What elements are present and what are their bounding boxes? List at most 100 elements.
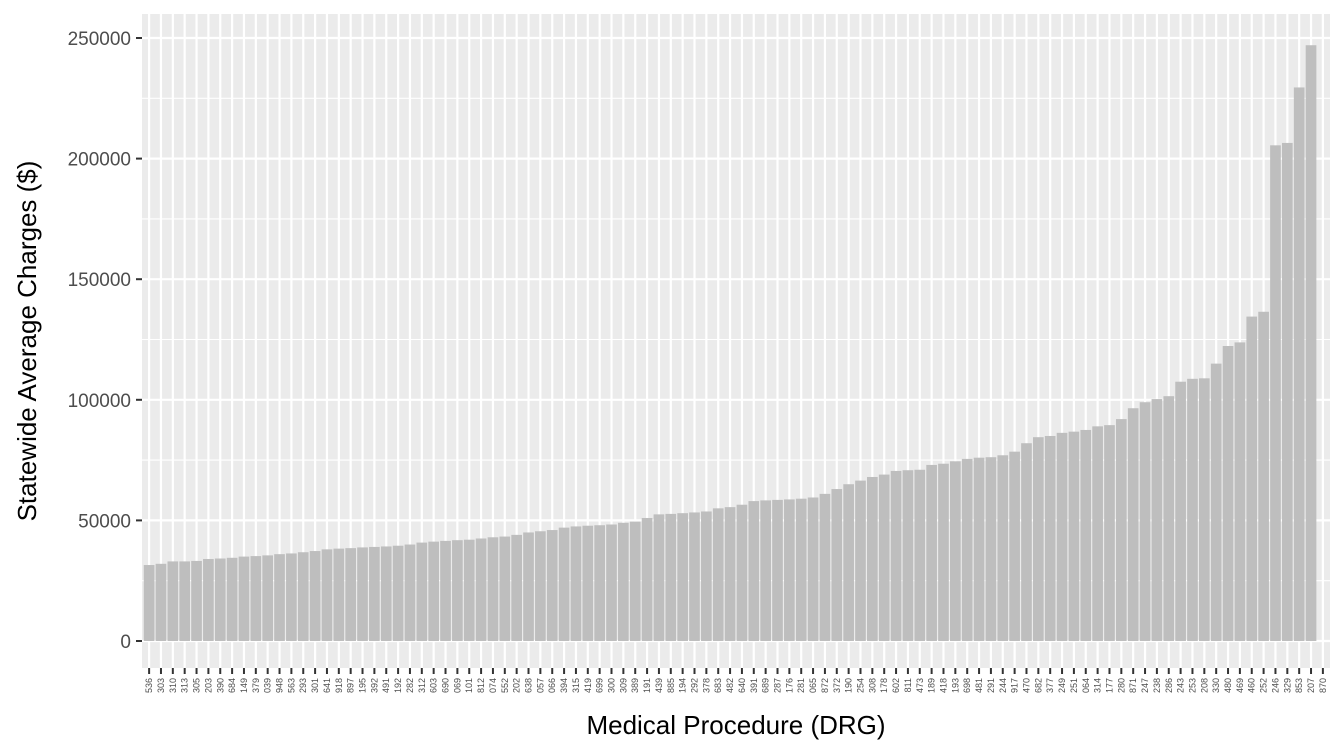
x-tick-label: 389 bbox=[630, 678, 640, 693]
bar-313 bbox=[179, 561, 191, 641]
x-tick-label: 885 bbox=[666, 678, 676, 693]
bar-698 bbox=[961, 458, 973, 641]
y-tick-label: 0 bbox=[120, 632, 131, 653]
bar-066 bbox=[546, 530, 558, 641]
bar-684 bbox=[226, 557, 238, 641]
bar-491 bbox=[380, 546, 392, 641]
x-tick-label: 291 bbox=[986, 678, 996, 693]
x-tick-label: 699 bbox=[595, 678, 605, 693]
bar-812 bbox=[475, 538, 487, 641]
x-tick-label: 469 bbox=[1235, 678, 1245, 693]
bar-439 bbox=[653, 514, 665, 641]
y-tick-label: 50000 bbox=[78, 511, 131, 532]
x-tick-label: 178 bbox=[879, 678, 889, 693]
x-tick-label: 871 bbox=[1128, 678, 1138, 693]
x-tick-label: 698 bbox=[962, 678, 972, 693]
x-tick-label: 281 bbox=[796, 678, 806, 693]
bar-917 bbox=[1009, 451, 1020, 641]
bar-287 bbox=[772, 499, 783, 641]
bar-292 bbox=[689, 512, 700, 641]
bar-194 bbox=[677, 513, 688, 641]
x-tick-label: 243 bbox=[1176, 678, 1186, 693]
x-tick-label: 897 bbox=[346, 678, 356, 693]
y-axis: 0 50000 100000 150000 200000 250000 bbox=[68, 29, 142, 653]
x-tick-label: 536 bbox=[144, 678, 154, 693]
y-tick-label: 250000 bbox=[68, 29, 131, 50]
bar-189 bbox=[926, 464, 937, 641]
x-tick-label: 303 bbox=[156, 678, 166, 693]
x-tick-label: 811 bbox=[903, 678, 913, 692]
x-tick-label: 057 bbox=[535, 678, 545, 693]
x-tick-label: 305 bbox=[192, 678, 202, 693]
x-tick-label: 308 bbox=[867, 678, 877, 693]
bar-419 bbox=[582, 525, 594, 641]
x-tick-label: 377 bbox=[1045, 678, 1055, 693]
bar-308 bbox=[867, 476, 878, 641]
bar-473 bbox=[914, 469, 926, 641]
x-tick-label: 252 bbox=[1259, 678, 1269, 693]
x-tick-label: 195 bbox=[358, 678, 368, 693]
bar-305 bbox=[191, 560, 202, 641]
x-tick-label: 247 bbox=[1140, 678, 1150, 693]
bar-418 bbox=[938, 463, 949, 641]
x-tick-label: 379 bbox=[251, 678, 261, 693]
bar-394 bbox=[558, 527, 570, 641]
x-tick-label: 202 bbox=[512, 678, 522, 693]
x-tick-label: 149 bbox=[239, 678, 249, 693]
bar-176 bbox=[784, 499, 795, 641]
x-tick-label: 812 bbox=[476, 678, 486, 693]
y-axis-title: Statewide Average Charges ($) bbox=[12, 161, 42, 522]
bar-191 bbox=[641, 517, 653, 641]
bar-291 bbox=[985, 457, 997, 641]
x-tick-label: 251 bbox=[1069, 678, 1079, 693]
x-tick-label: 917 bbox=[1010, 678, 1020, 693]
bar-253 bbox=[1187, 378, 1198, 641]
x-tick-label: 690 bbox=[441, 678, 451, 693]
bar-254 bbox=[855, 480, 866, 641]
bar-251 bbox=[1068, 431, 1080, 641]
bar-552 bbox=[499, 536, 511, 641]
bar-470 bbox=[1021, 443, 1032, 641]
x-tick-label: 603 bbox=[429, 678, 439, 693]
bar-315 bbox=[570, 526, 582, 641]
bar-480 bbox=[1222, 346, 1234, 641]
x-tick-label: 470 bbox=[1021, 678, 1031, 693]
x-tick-label: 330 bbox=[1211, 678, 1221, 693]
bar-303 bbox=[155, 563, 167, 641]
x-tick-label: 301 bbox=[310, 678, 320, 693]
x-tick-label: 419 bbox=[583, 678, 593, 693]
bar-309 bbox=[618, 522, 629, 641]
bar-149 bbox=[238, 556, 250, 641]
x-tick-label: 280 bbox=[1116, 678, 1126, 693]
x-tick-label: 249 bbox=[1057, 678, 1067, 693]
bar-207 bbox=[1305, 45, 1317, 641]
x-tick-label: 286 bbox=[1164, 678, 1174, 693]
x-tick-label: 682 bbox=[1033, 678, 1043, 693]
bar-280 bbox=[1115, 419, 1127, 641]
bar-192 bbox=[392, 545, 404, 641]
x-tick-label: 293 bbox=[298, 678, 308, 693]
x-tick-label: 254 bbox=[855, 678, 865, 693]
bars bbox=[143, 45, 1317, 642]
bar-243 bbox=[1175, 381, 1186, 641]
x-tick-label: 309 bbox=[618, 678, 628, 693]
bar-918 bbox=[333, 548, 345, 641]
bar-389 bbox=[629, 521, 641, 641]
x-tick-label: 208 bbox=[1199, 678, 1209, 693]
x-tick-label: 481 bbox=[974, 678, 984, 693]
bar-057 bbox=[535, 531, 546, 641]
x-tick-label: 039 bbox=[263, 678, 273, 693]
bar-208 bbox=[1198, 378, 1210, 641]
x-tick-label: 602 bbox=[891, 678, 901, 693]
bar-177 bbox=[1104, 425, 1115, 641]
bar-853 bbox=[1293, 87, 1305, 642]
x-tick-label: 482 bbox=[725, 678, 735, 693]
x-tick-label: 292 bbox=[690, 678, 700, 693]
bar-897 bbox=[345, 548, 357, 641]
bar-293 bbox=[297, 552, 309, 641]
x-tick-label: 870 bbox=[1318, 678, 1328, 693]
x-tick-label: 066 bbox=[547, 678, 557, 693]
bar-178 bbox=[878, 474, 890, 641]
x-tick-label: 300 bbox=[607, 678, 617, 693]
bar-391 bbox=[748, 501, 760, 641]
